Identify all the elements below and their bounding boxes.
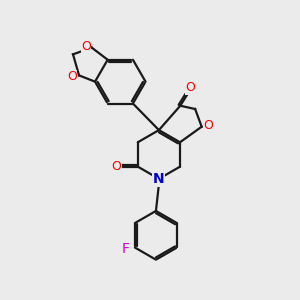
Text: O: O: [111, 160, 121, 173]
Text: O: O: [81, 40, 91, 52]
Text: F: F: [122, 242, 130, 256]
Text: O: O: [68, 70, 77, 83]
Text: O: O: [203, 119, 213, 132]
Text: N: N: [153, 172, 165, 186]
Text: O: O: [185, 81, 195, 94]
